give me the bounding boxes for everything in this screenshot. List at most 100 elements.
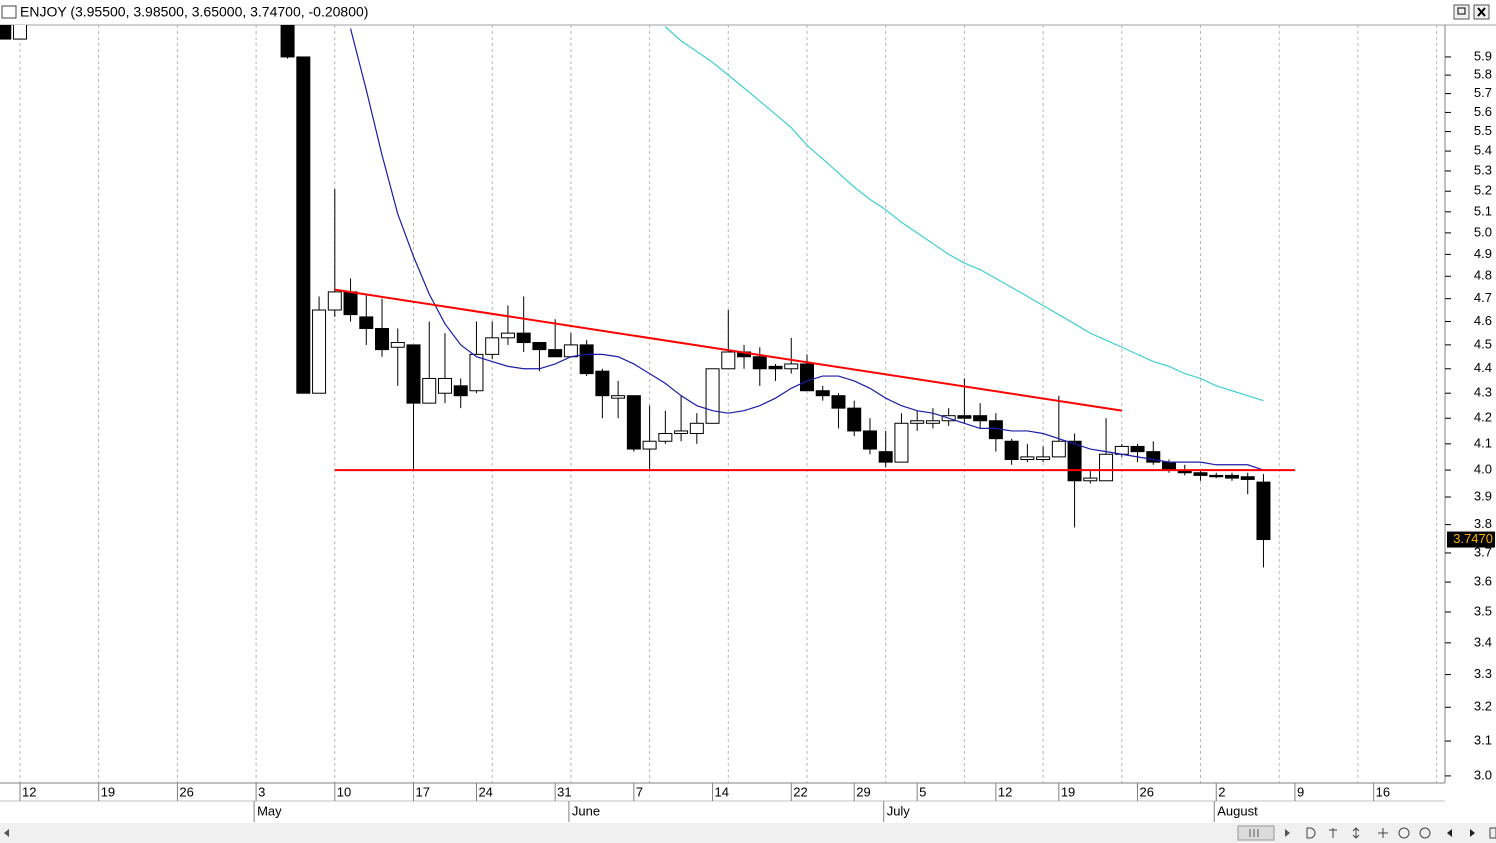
candle-body bbox=[343, 291, 358, 316]
candle-body bbox=[721, 351, 736, 370]
month-label: July bbox=[887, 803, 911, 818]
y-tick-label: 4.2 bbox=[1474, 410, 1492, 425]
candle-body bbox=[1099, 453, 1114, 482]
x-tick-label: 16 bbox=[1376, 784, 1390, 799]
candle-body bbox=[406, 344, 421, 404]
x-tick-label: 7 bbox=[636, 784, 643, 799]
x-tick-label: 2 bbox=[1218, 784, 1225, 799]
candle-body bbox=[563, 344, 578, 358]
candle-body bbox=[532, 342, 547, 351]
trendline bbox=[334, 288, 1122, 412]
y-tick-label: 4.4 bbox=[1474, 360, 1492, 375]
candle-body bbox=[280, 25, 295, 58]
y-tick-label: 4.9 bbox=[1474, 246, 1492, 261]
zoom-d-button[interactable] bbox=[1306, 827, 1316, 839]
y-tick-label: 3.9 bbox=[1474, 488, 1492, 503]
candle-body bbox=[437, 377, 452, 394]
candle-body bbox=[831, 395, 846, 409]
candle-body bbox=[800, 363, 814, 392]
candle-body bbox=[815, 390, 830, 397]
panel-button[interactable] bbox=[1489, 827, 1496, 839]
candle-body bbox=[1004, 440, 1019, 461]
restore-button[interactable] bbox=[1453, 4, 1470, 20]
tool-button[interactable] bbox=[1329, 828, 1337, 838]
candle-body bbox=[674, 430, 689, 435]
candle-body bbox=[327, 291, 342, 311]
x-tick-label: 31 bbox=[557, 784, 571, 799]
y-tick-label: 4.3 bbox=[1474, 385, 1492, 400]
candle-body bbox=[1083, 477, 1098, 482]
y-tick-label: 3.1 bbox=[1474, 732, 1492, 747]
candle-body bbox=[1020, 456, 1035, 461]
candle-body bbox=[784, 363, 799, 370]
x-tick-label: 9 bbox=[1297, 784, 1304, 799]
moving-average-line bbox=[349, 28, 1264, 471]
scroll-thumb[interactable] bbox=[1237, 825, 1275, 841]
chart-title: ENJOY (3.95500, 3.98500, 3.65000, 3.7470… bbox=[20, 4, 368, 20]
candle-body bbox=[1193, 472, 1208, 476]
candle-body bbox=[390, 342, 405, 348]
candle-body bbox=[0, 25, 12, 40]
candle-body bbox=[862, 430, 877, 450]
candle-body bbox=[1240, 476, 1255, 480]
candle-body bbox=[1224, 474, 1239, 479]
window-icon bbox=[1, 5, 17, 19]
x-tick-label: 5 bbox=[919, 784, 926, 799]
candle-body bbox=[705, 368, 720, 424]
candle-body bbox=[1051, 440, 1066, 458]
y-tick-label: 5.9 bbox=[1474, 48, 1492, 63]
title-bar bbox=[0, 0, 1496, 25]
candle-body bbox=[1256, 481, 1271, 541]
candle-body bbox=[1067, 440, 1082, 482]
last-price-box bbox=[1447, 531, 1495, 548]
candle-body bbox=[469, 353, 484, 392]
scroll-left[interactable] bbox=[4, 829, 9, 837]
zoom-out-button[interactable] bbox=[1398, 827, 1410, 839]
y-tick-label: 5.8 bbox=[1474, 67, 1492, 82]
candle-body bbox=[878, 451, 893, 463]
candle-body bbox=[359, 316, 374, 329]
y-tick-label: 5.6 bbox=[1474, 104, 1492, 119]
candle-body bbox=[595, 370, 610, 397]
x-tick-label: 24 bbox=[478, 784, 492, 799]
y-tick-label: 3.7 bbox=[1474, 544, 1492, 559]
scroll-track[interactable] bbox=[0, 823, 1496, 843]
candle-body bbox=[375, 327, 390, 351]
y-tick-label: 5.2 bbox=[1474, 183, 1492, 198]
x-tick-label: 26 bbox=[179, 784, 193, 799]
month-label: May bbox=[257, 803, 282, 818]
last-price-label: 3.7470 bbox=[1453, 531, 1493, 546]
restore-icon bbox=[1457, 7, 1466, 15]
scroll-right[interactable] bbox=[1285, 829, 1290, 837]
candle-body bbox=[1146, 451, 1161, 463]
zoom-in-button[interactable] bbox=[1419, 827, 1431, 839]
y-tick-label: 4.6 bbox=[1474, 313, 1492, 328]
moving-average-line bbox=[664, 26, 1264, 402]
page-left[interactable] bbox=[1447, 829, 1452, 837]
month-label: August bbox=[1217, 803, 1258, 818]
axes: 3.0 3.1 3.2 3.3 3.4 3.5 3.6 3.7 3.8 3.9 4.0 4.1 4.2 4… bbox=[19, 48, 1495, 822]
candle-body bbox=[422, 377, 437, 404]
y-tick-label: 3.4 bbox=[1474, 634, 1492, 649]
page-right[interactable] bbox=[1470, 829, 1475, 837]
candle-body bbox=[516, 332, 531, 344]
move-button[interactable] bbox=[1378, 828, 1388, 838]
candle-body bbox=[1162, 461, 1177, 471]
y-tick-label: 3.3 bbox=[1474, 666, 1492, 681]
y-tick-label: 5.0 bbox=[1474, 224, 1492, 239]
y-tick-label: 5.4 bbox=[1474, 143, 1492, 158]
candle-body bbox=[847, 407, 862, 432]
x-tick-label: 12 bbox=[22, 784, 36, 799]
candle-body bbox=[925, 420, 940, 424]
x-tick-label: 26 bbox=[1140, 784, 1154, 799]
scroll-bar bbox=[0, 823, 1496, 843]
window-buttons bbox=[1453, 4, 1490, 20]
vertical-scale-button[interactable] bbox=[1352, 827, 1360, 839]
y-tick-label: 4.7 bbox=[1474, 290, 1492, 305]
plot-area bbox=[0, 25, 1438, 783]
y-tick-label: 4.0 bbox=[1474, 462, 1492, 477]
candle-body bbox=[611, 395, 626, 399]
